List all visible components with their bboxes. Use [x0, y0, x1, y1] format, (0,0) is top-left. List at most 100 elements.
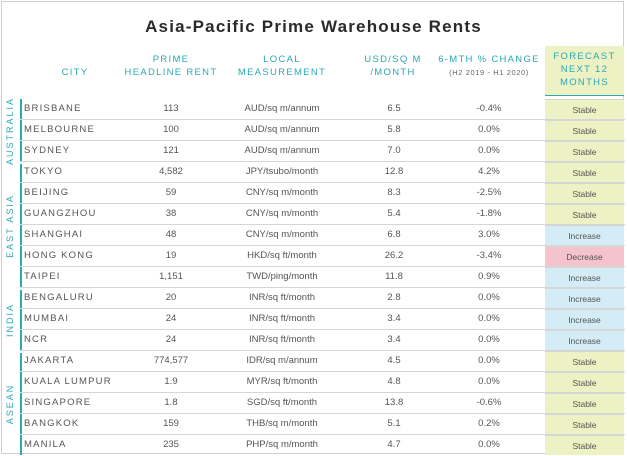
rent-cell: 19	[165, 250, 177, 261]
group-bar-east-asia	[20, 164, 22, 288]
rent-cell: 100	[163, 124, 179, 135]
forecast-badge: Stable	[545, 141, 624, 161]
header-forecast-line3: MONTHS	[560, 77, 609, 88]
usd-cell: 11.8	[385, 271, 403, 282]
rent-cell: 1,151	[159, 271, 183, 282]
local-measurement-cell: MYR/sq ft/month	[246, 376, 318, 387]
city-cell: MANILA	[24, 439, 67, 450]
header-rent-line1: PRIME	[152, 54, 190, 65]
rent-cell: 774,577	[153, 355, 189, 366]
rent-cell: 113	[163, 103, 179, 114]
city-cell: SHANGHAI	[24, 229, 84, 240]
rent-cell: 59	[165, 187, 177, 198]
row-divider	[20, 140, 625, 141]
usd-cell: 5.1	[387, 418, 401, 429]
change-cell: 0.0%	[478, 124, 500, 135]
header-usd: USD/SQ M /MONTH	[350, 53, 436, 79]
change-cell: -0.6%	[476, 397, 502, 408]
usd-cell: 12.8	[384, 166, 404, 177]
change-cell: 0.0%	[478, 355, 500, 366]
header-forecast-line2: NEXT 12	[560, 64, 609, 75]
forecast-badge: Stable	[545, 204, 624, 224]
row-divider	[20, 434, 625, 435]
usd-cell: 3.4	[387, 334, 401, 345]
usd-cell: 4.7	[387, 439, 401, 450]
local-measurement-cell: CNY/sq m/month	[245, 229, 319, 240]
forecast-badge: Increase	[545, 309, 624, 329]
city-cell: JAKARTA	[24, 355, 75, 366]
rent-cell: 159	[163, 418, 179, 429]
change-cell: 0.0%	[478, 439, 500, 450]
forecast-badge: Decrease	[545, 246, 624, 266]
change-cell: 0.2%	[478, 418, 500, 429]
local-measurement-cell: THB/sq m/month	[246, 418, 318, 429]
local-measurement-cell: CNY/sq m/month	[245, 187, 319, 198]
header-change-line1: 6-MTH % CHANGE	[438, 54, 540, 65]
header-usd-line2: /MONTH	[370, 67, 416, 78]
local-measurement-cell: INR/sq ft/month	[249, 334, 315, 345]
usd-cell: 4.5	[387, 355, 401, 366]
usd-cell: 3.4	[387, 313, 401, 324]
change-cell: 0.9%	[478, 271, 500, 282]
page-title: Asia-Pacific Prime Warehouse Rents	[145, 17, 482, 36]
group-bar-asean	[20, 353, 22, 455]
row-divider	[20, 329, 625, 330]
group-label-australia: AUSTRALIA	[5, 96, 15, 166]
city-cell: TAIPEI	[24, 271, 61, 282]
forecast-badge: Increase	[545, 225, 624, 245]
local-measurement-cell: AUD/sq m/annum	[244, 103, 320, 114]
rent-cell: 4,582	[159, 166, 183, 177]
rent-cell: 1.9	[164, 376, 178, 387]
change-cell: 0.0%	[478, 376, 500, 387]
row-divider	[20, 266, 625, 267]
usd-cell: 13.8	[384, 397, 404, 408]
row-divider	[20, 392, 625, 393]
local-measurement-cell: PHP/sq m/month	[246, 439, 318, 450]
group-label-east-asia: EAST ASIA	[5, 194, 15, 258]
change-cell: 0.0%	[478, 313, 500, 324]
row-divider	[20, 350, 625, 351]
row-divider	[20, 224, 625, 225]
forecast-badge: Increase	[545, 288, 624, 308]
usd-cell: 7.0	[387, 145, 401, 156]
header-local: LOCAL MEASUREMENT	[226, 53, 338, 79]
header-city: CITY	[40, 66, 110, 79]
city-cell: MELBOURNE	[24, 124, 95, 135]
local-measurement-cell: HKD/sq ft/month	[247, 250, 317, 261]
change-cell: -1.8%	[476, 208, 502, 219]
usd-cell: 5.8	[387, 124, 401, 135]
header-change-line2: (H2 2019 - H1 2020)	[449, 68, 529, 77]
change-cell: -2.5%	[476, 187, 502, 198]
local-measurement-cell: CNY/sq m/month	[245, 208, 319, 219]
usd-cell: 6.8	[387, 229, 401, 240]
forecast-badge: Stable	[545, 393, 624, 413]
local-measurement-cell: TWD/ping/month	[246, 271, 318, 282]
header-rent: PRIME HEADLINE RENT	[121, 53, 221, 79]
city-cell: HONG KONG	[24, 250, 94, 261]
rent-cell: 24	[165, 313, 177, 324]
city-cell: TOKYO	[24, 166, 64, 177]
forecast-badge: Stable	[545, 120, 624, 140]
change-cell: -3.4%	[476, 250, 502, 261]
group-bar-australia	[20, 99, 22, 162]
row-divider	[20, 287, 625, 288]
header-local-line2: MEASUREMENT	[237, 67, 327, 78]
change-cell: 0.0%	[478, 145, 500, 156]
header-usd-line1: USD/SQ M	[364, 54, 422, 65]
row-divider	[20, 203, 625, 204]
city-cell: BANGKOK	[24, 418, 80, 429]
group-label-asean: ASEAN	[5, 383, 15, 425]
row-divider	[20, 119, 625, 120]
rent-cell: 48	[165, 229, 177, 240]
usd-cell: 8.3	[387, 187, 401, 198]
row-divider	[20, 161, 625, 162]
local-measurement-cell: JPY/tsubo/month	[245, 166, 319, 177]
local-measurement-cell: AUD/sq m/annum	[244, 124, 320, 135]
usd-cell: 5.4	[387, 208, 401, 219]
change-cell: 0.0%	[478, 334, 500, 345]
city-cell: BEIJING	[24, 187, 70, 198]
usd-cell: 6.5	[387, 103, 401, 114]
forecast-badge: Stable	[545, 435, 624, 455]
row-divider	[20, 182, 625, 183]
local-measurement-cell: AUD/sq m/annum	[244, 145, 320, 156]
